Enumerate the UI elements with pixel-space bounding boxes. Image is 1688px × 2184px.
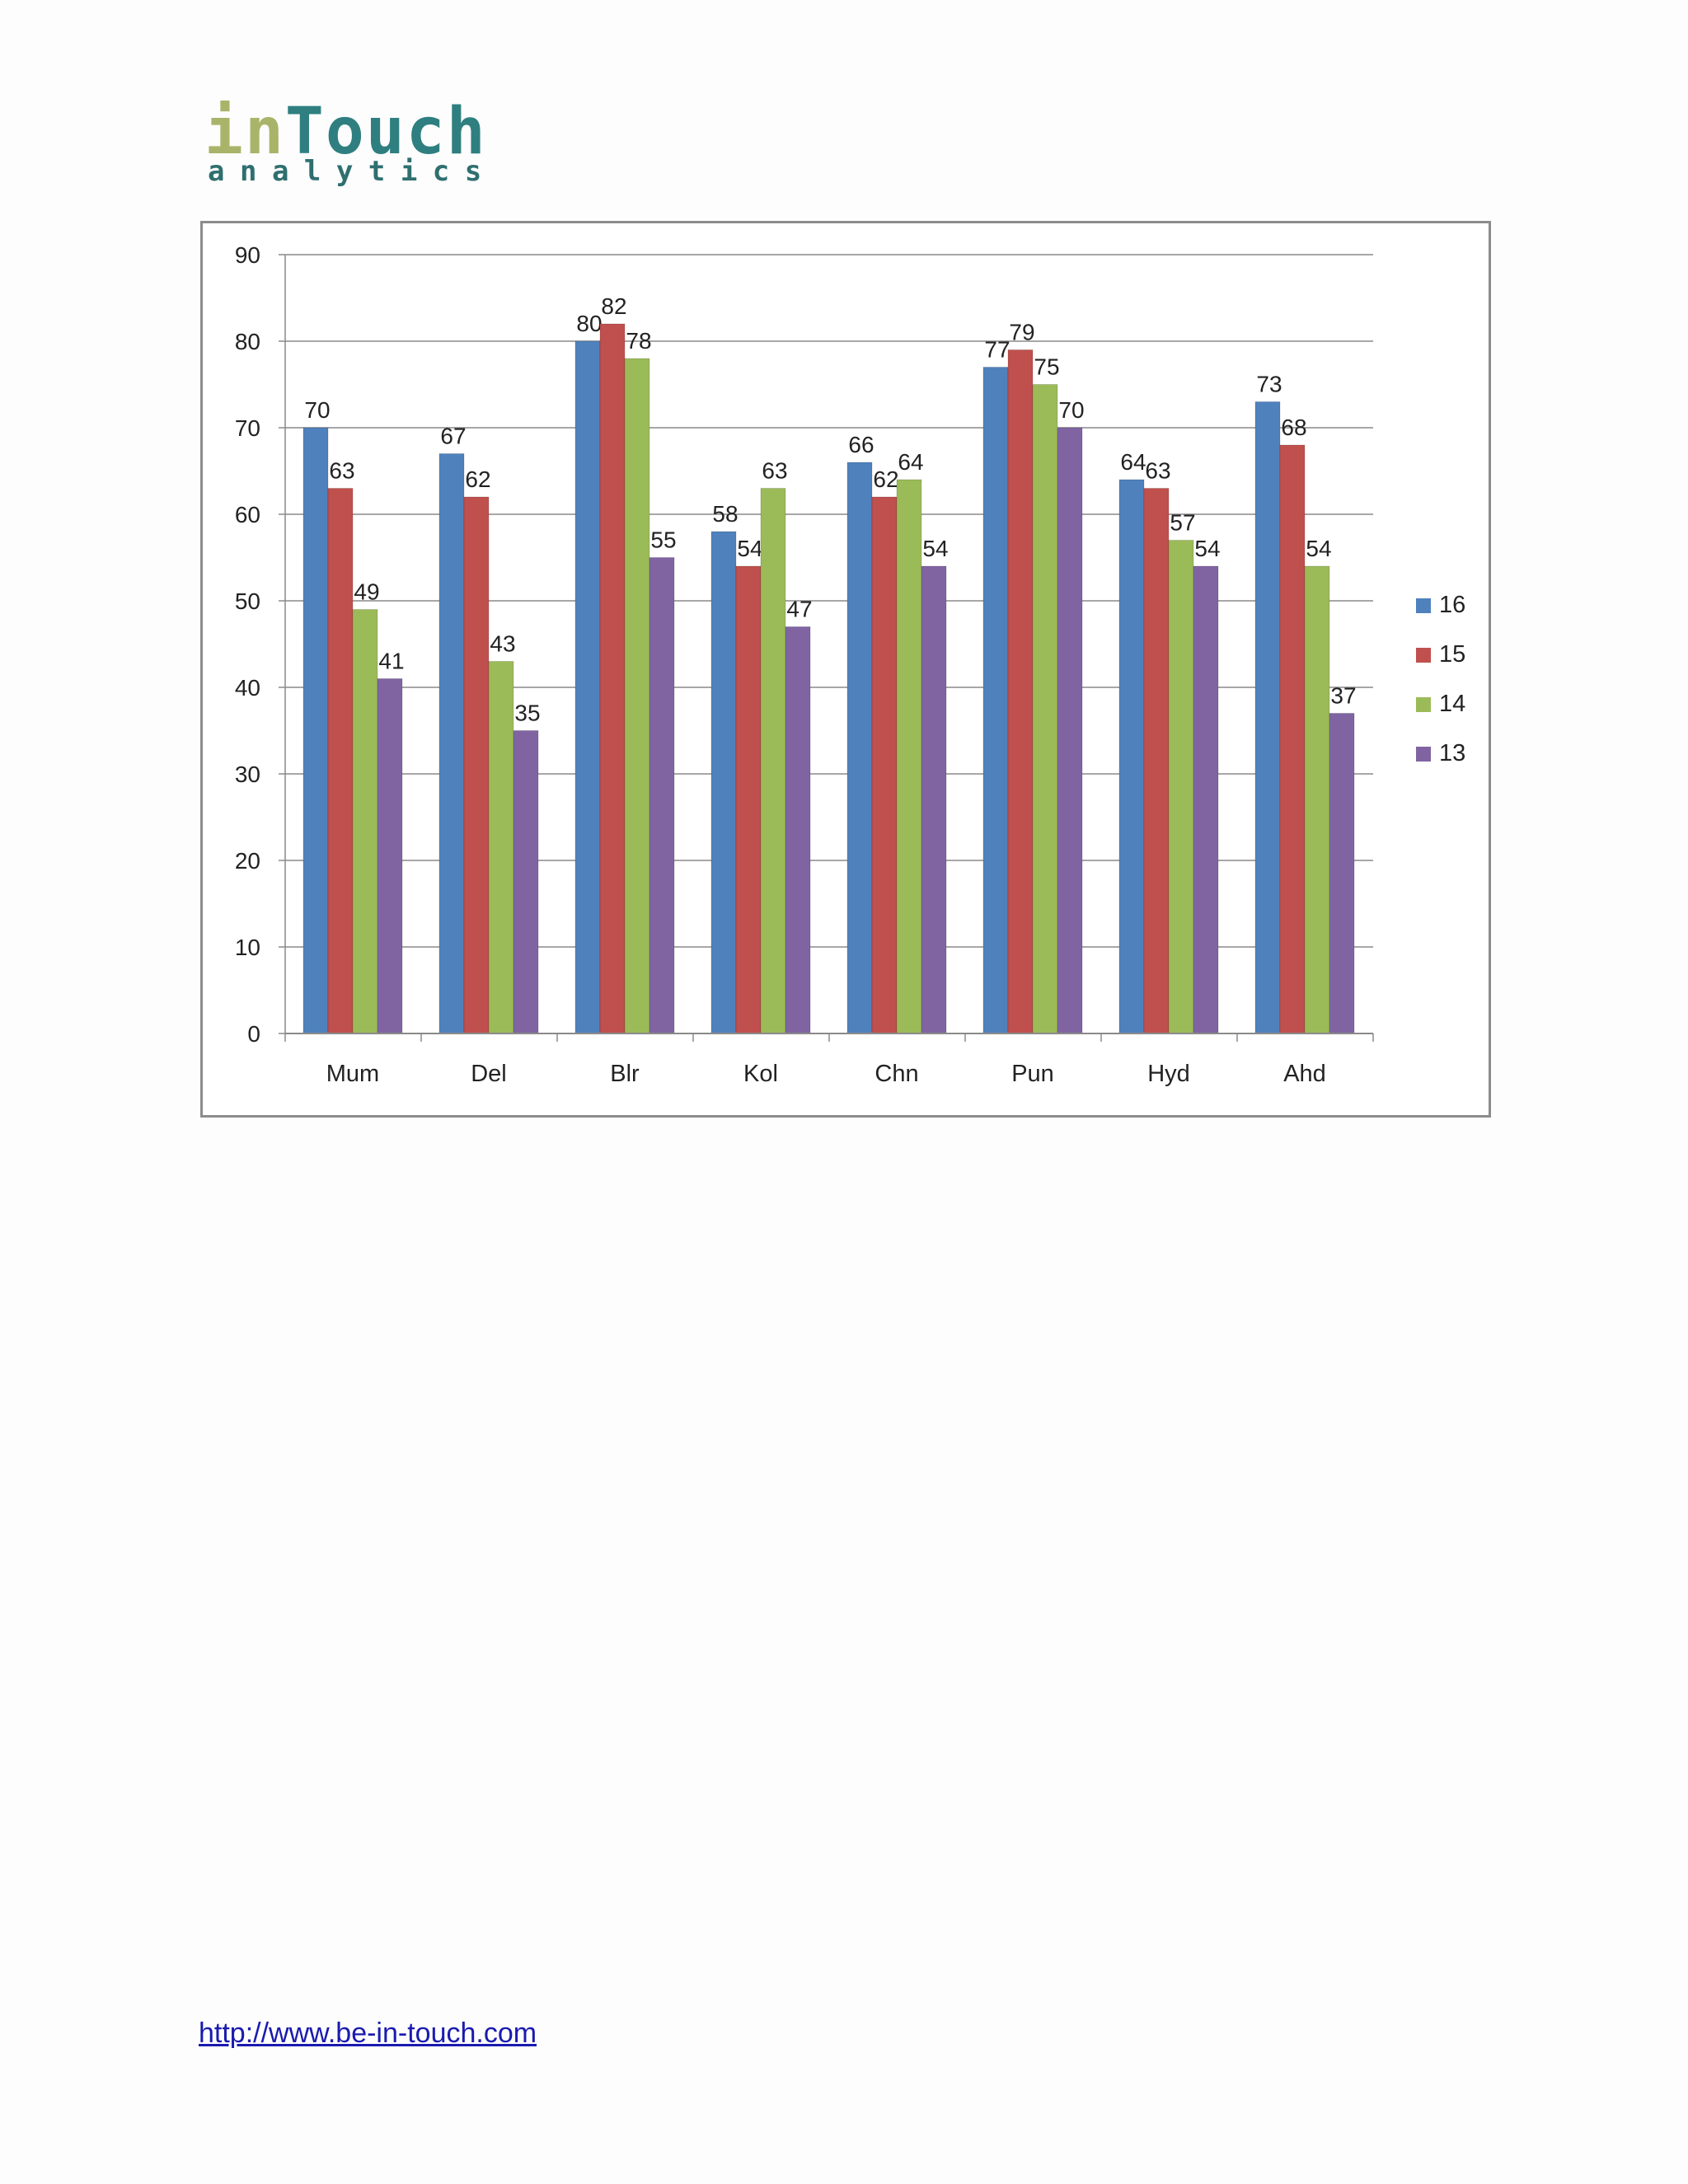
y-tick-label-40: 40 bbox=[235, 675, 260, 701]
data-label-ahd-series-15: 68 bbox=[1281, 415, 1306, 440]
y-tick-label-60: 60 bbox=[235, 502, 260, 527]
bar-chn-series-13 bbox=[921, 565, 947, 1034]
bar-chn-series-16 bbox=[846, 462, 873, 1034]
legend-swatch-15 bbox=[1416, 648, 1431, 663]
data-label-del-series-15: 62 bbox=[465, 466, 490, 492]
logo-text-in: in bbox=[204, 95, 285, 169]
legend-swatch-13 bbox=[1416, 747, 1431, 762]
data-label-mum-series-14: 49 bbox=[354, 579, 379, 605]
y-tick-label-30: 30 bbox=[235, 762, 260, 787]
logo-tagline: analytics bbox=[208, 155, 497, 188]
data-label-del-series-13: 35 bbox=[514, 701, 540, 726]
intouch-analytics-logo: inTouch analytics bbox=[204, 99, 485, 190]
bar-del-series-15 bbox=[463, 496, 490, 1034]
data-label-kol-series-15: 54 bbox=[737, 536, 762, 561]
bar-hyd-series-13 bbox=[1193, 565, 1219, 1034]
data-label-mum-series-16: 70 bbox=[304, 397, 330, 423]
bar-ahd-series-13 bbox=[1329, 713, 1355, 1034]
y-tick-label-0: 0 bbox=[247, 1021, 260, 1047]
data-label-hyd-series-15: 63 bbox=[1145, 458, 1170, 484]
x-tick-label-hyd: Hyd bbox=[1147, 1061, 1190, 1087]
x-tick-label-ahd: Ahd bbox=[1283, 1061, 1326, 1087]
y-tick-label-90: 90 bbox=[235, 242, 260, 268]
bar-mum-series-14 bbox=[352, 609, 378, 1034]
data-label-del-series-16: 67 bbox=[440, 424, 466, 449]
bar-chn-series-15 bbox=[871, 496, 898, 1034]
data-label-hyd-series-13: 54 bbox=[1194, 536, 1220, 561]
data-label-blr-series-16: 80 bbox=[576, 311, 602, 336]
bar-mum-series-16 bbox=[302, 427, 329, 1034]
bar-ahd-series-15 bbox=[1279, 444, 1306, 1034]
data-label-hyd-series-16: 64 bbox=[1120, 449, 1146, 475]
bar-kol-series-15 bbox=[735, 565, 762, 1034]
data-label-ahd-series-16: 73 bbox=[1256, 372, 1282, 397]
data-label-chn-series-14: 64 bbox=[898, 449, 923, 475]
bar-hyd-series-16 bbox=[1118, 479, 1145, 1034]
bar-del-series-13 bbox=[513, 730, 539, 1034]
data-label-hyd-series-14: 57 bbox=[1170, 510, 1195, 536]
bar-blr-series-16 bbox=[574, 340, 601, 1034]
data-label-del-series-14: 43 bbox=[490, 631, 515, 657]
x-tick-label-mum: Mum bbox=[326, 1061, 379, 1087]
bar-ahd-series-14 bbox=[1304, 565, 1330, 1034]
bar-kol-series-16 bbox=[710, 531, 737, 1034]
website-link[interactable]: http://www.be-in-touch.com bbox=[199, 2018, 537, 2049]
data-label-pun-series-16: 77 bbox=[984, 337, 1010, 363]
bar-kol-series-14 bbox=[760, 488, 786, 1034]
data-label-blr-series-15: 82 bbox=[601, 293, 626, 319]
bar-blr-series-14 bbox=[624, 358, 650, 1034]
chart-frame: 0 10 20 30 40 50 60 70 80 90 Mum Del Blr Kol Chn Pun Hyd… bbox=[200, 221, 1491, 1118]
data-label-mum-series-13: 41 bbox=[378, 649, 404, 674]
bar-pun-series-16 bbox=[982, 367, 1009, 1034]
bar-pun-series-15 bbox=[1007, 349, 1034, 1034]
data-label-kol-series-16: 58 bbox=[712, 501, 738, 527]
x-tick-label-del: Del bbox=[471, 1061, 507, 1087]
bar-chn-series-14 bbox=[896, 479, 922, 1034]
bar-ahd-series-16 bbox=[1254, 401, 1281, 1034]
data-label-mum-series-15: 63 bbox=[329, 458, 354, 484]
bar-del-series-16 bbox=[438, 453, 465, 1034]
legend-swatch-14 bbox=[1416, 697, 1431, 712]
bar-kol-series-13 bbox=[785, 626, 811, 1034]
logo-text-touch: Touch bbox=[284, 95, 487, 169]
legend-label-14: 14 bbox=[1439, 691, 1465, 717]
x-tick-label-kol: Kol bbox=[743, 1061, 778, 1087]
data-label-pun-series-15: 79 bbox=[1009, 320, 1034, 345]
y-tick-label-80: 80 bbox=[235, 329, 260, 354]
data-label-kol-series-13: 47 bbox=[786, 597, 812, 622]
data-label-blr-series-13: 55 bbox=[650, 527, 676, 553]
x-tick-label-pun: Pun bbox=[1011, 1061, 1054, 1087]
bar-hyd-series-15 bbox=[1143, 488, 1170, 1034]
x-tick-label-blr: Blr bbox=[610, 1061, 640, 1087]
bar-del-series-14 bbox=[488, 661, 514, 1034]
y-tick-label-10: 10 bbox=[235, 935, 260, 960]
data-label-chn-series-13: 54 bbox=[922, 536, 948, 561]
bar-blr-series-15 bbox=[599, 323, 626, 1034]
data-label-kol-series-14: 63 bbox=[762, 458, 787, 484]
legend-label-15: 15 bbox=[1439, 641, 1465, 668]
bar-blr-series-13 bbox=[649, 557, 675, 1034]
legend-label-16: 16 bbox=[1439, 592, 1465, 618]
data-label-blr-series-14: 78 bbox=[626, 328, 651, 354]
data-label-chn-series-16: 66 bbox=[848, 432, 874, 457]
bar-mum-series-13 bbox=[377, 678, 403, 1034]
y-tick-label-50: 50 bbox=[235, 588, 260, 614]
data-label-ahd-series-13: 37 bbox=[1330, 683, 1356, 709]
legend-label-13: 13 bbox=[1439, 740, 1465, 766]
x-tick-label-chn: Chn bbox=[874, 1061, 918, 1087]
data-label-chn-series-15: 62 bbox=[873, 466, 898, 492]
bar-hyd-series-14 bbox=[1168, 540, 1194, 1034]
y-tick-label-20: 20 bbox=[235, 848, 260, 874]
bar-chart: 0 10 20 30 40 50 60 70 80 90 Mum Del Blr Kol Chn Pun Hyd… bbox=[235, 242, 1465, 1087]
legend-swatch-16 bbox=[1416, 598, 1431, 613]
data-label-pun-series-14: 75 bbox=[1034, 354, 1059, 380]
data-label-pun-series-13: 70 bbox=[1058, 397, 1084, 423]
data-label-ahd-series-14: 54 bbox=[1306, 536, 1331, 561]
bar-pun-series-13 bbox=[1057, 427, 1083, 1034]
y-tick-label-70: 70 bbox=[235, 415, 260, 441]
bar-pun-series-14 bbox=[1032, 384, 1058, 1034]
logo-wordmark: inTouch bbox=[204, 99, 487, 165]
bar-mum-series-15 bbox=[327, 488, 354, 1034]
